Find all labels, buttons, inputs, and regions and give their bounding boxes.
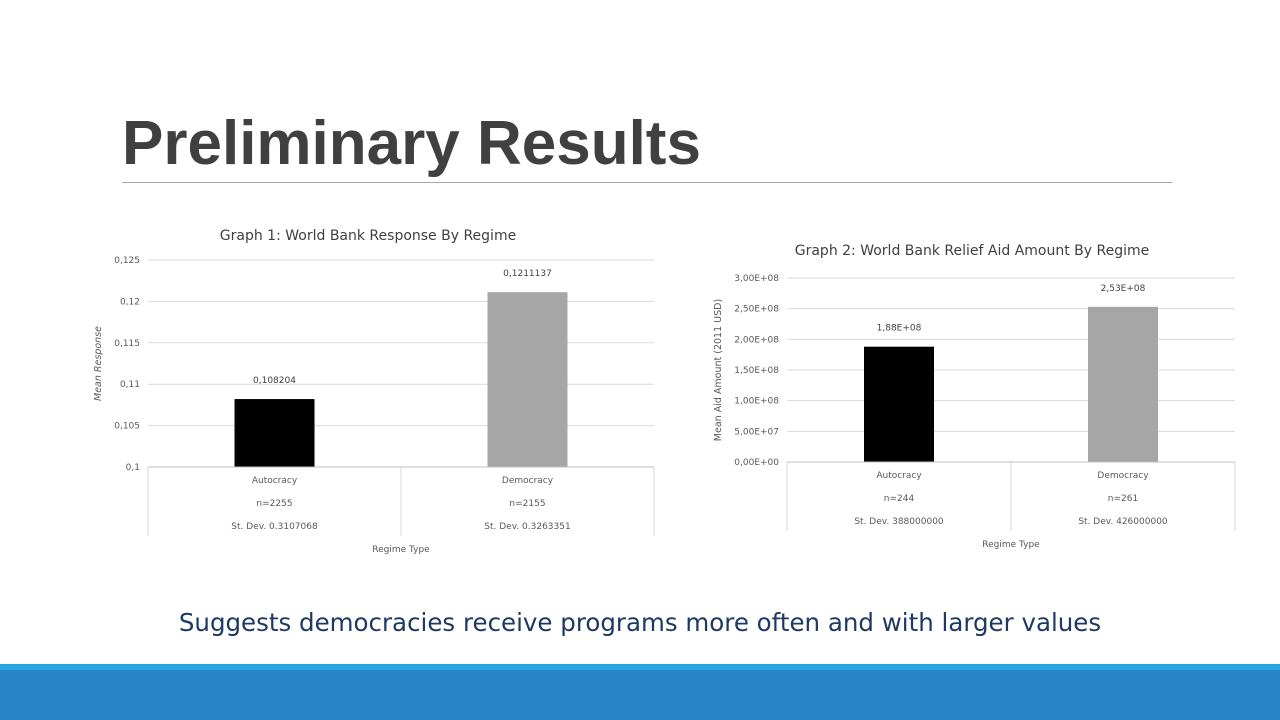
table-cell: n=261 (1108, 494, 1138, 504)
y-axis-title: Mean Response (93, 326, 104, 401)
y-tick-label: 3,00E+08 (734, 274, 779, 284)
table-cell: n=2255 (256, 499, 292, 509)
bar-democracy (487, 292, 568, 467)
category-label: Autocracy (252, 476, 298, 486)
data-label: 1,88E+08 (877, 324, 922, 334)
chart-title: Graph 1: World Bank Response By Regime (220, 228, 516, 244)
y-tick-label: 1,50E+08 (734, 366, 779, 376)
y-tick-label: 0,125 (114, 256, 140, 266)
y-tick-label: 0,12 (120, 297, 140, 307)
category-label: Democracy (502, 476, 554, 486)
title-divider (122, 182, 1172, 183)
x-axis-title: Regime Type (372, 545, 430, 555)
table-cell: n=244 (884, 494, 915, 504)
slide-title: Preliminary Results (122, 109, 701, 178)
x-axis-title: Regime Type (982, 540, 1040, 550)
footer-band-dark (0, 670, 1280, 720)
category-label: Autocracy (876, 471, 922, 481)
table-cell: St. Dev. 0.3107068 (231, 522, 318, 532)
table-cell: St. Dev. 426000000 (1078, 517, 1168, 527)
slide-caption: Suggests democracies receive programs mo… (178, 608, 1102, 637)
chart-title: Graph 2: World Bank Relief Aid Amount By… (795, 243, 1149, 259)
category-label: Democracy (1097, 471, 1149, 481)
y-tick-label: 0,115 (114, 339, 140, 349)
bar-autocracy (234, 399, 315, 467)
bar-democracy (1088, 306, 1158, 462)
table-cell: n=2155 (509, 499, 545, 509)
y-tick-label: 0,11 (120, 380, 140, 390)
data-label: 0,1211137 (503, 269, 552, 279)
y-tick-label: 0,1 (126, 463, 140, 473)
table-cell: St. Dev. 0.3263351 (484, 522, 570, 532)
y-tick-label: 5,00E+07 (734, 427, 779, 437)
y-axis-title: Mean Aid Amount (2011 USD) (713, 299, 724, 441)
table-cell: St. Dev. 388000000 (854, 517, 944, 527)
y-tick-label: 0,00E+00 (734, 458, 779, 468)
footer-band-light (0, 664, 1280, 670)
y-tick-label: 2,00E+08 (734, 335, 779, 345)
bar-autocracy (864, 346, 934, 462)
data-label: 2,53E+08 (1101, 284, 1146, 294)
y-tick-label: 2,50E+08 (734, 305, 779, 315)
y-tick-label: 1,00E+08 (734, 397, 779, 407)
data-label: 0,108204 (253, 376, 296, 386)
y-tick-label: 0,105 (114, 422, 140, 432)
